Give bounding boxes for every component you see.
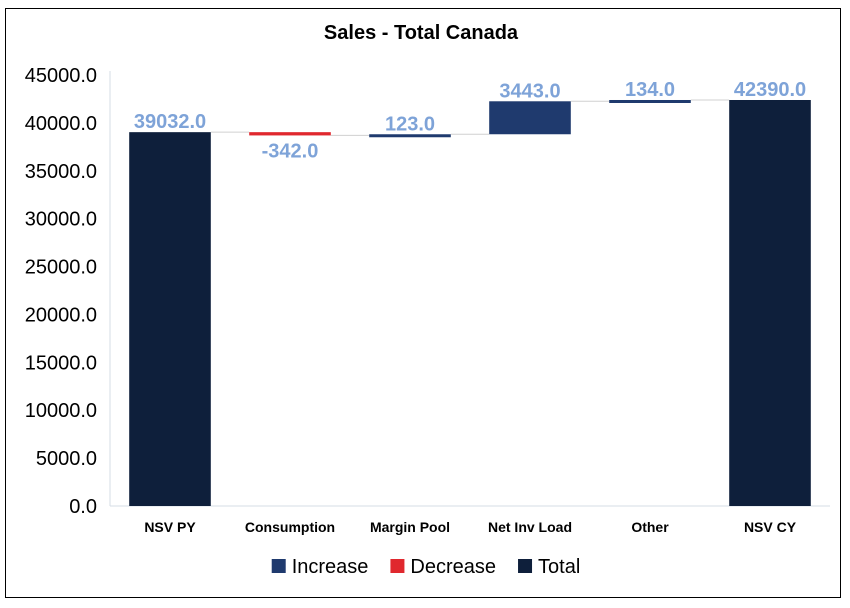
data-label: 42390.0 <box>734 79 806 101</box>
legend-label: Total <box>538 556 580 578</box>
data-label: 39032.0 <box>134 111 206 133</box>
x-tick-label: NSV CY <box>744 519 797 535</box>
y-tick-label: 45000.0 <box>25 65 97 87</box>
x-axis: NSV PY Consumption Margin Pool Net Inv Load… <box>144 519 796 535</box>
legend-swatch-increase <box>271 559 286 573</box>
bar-nsv-cy <box>729 99 811 507</box>
data-label: -342.0 <box>262 140 319 162</box>
bar-net-inv-load <box>489 101 571 135</box>
y-tick-label: 0.0 <box>69 496 97 518</box>
connector-lines <box>210 99 730 136</box>
y-tick-label: 35000.0 <box>25 161 97 183</box>
y-tick-label: 30000.0 <box>25 209 97 231</box>
x-tick-label: NSV PY <box>144 519 196 535</box>
y-tick-label: 10000.0 <box>25 400 97 422</box>
y-tick-label: 40000.0 <box>25 113 97 135</box>
y-tick-label: 5000.0 <box>36 448 97 470</box>
chart-title: Sales - Total Canada <box>324 22 519 44</box>
data-labels: 39032.0 -342.0 123.0 3443.0 134.0 42390.0 <box>134 79 806 162</box>
y-tick-label: 25000.0 <box>25 257 97 279</box>
x-tick-label: Consumption <box>245 519 335 535</box>
x-tick-label: Other <box>631 519 669 535</box>
bar-other <box>609 99 691 103</box>
data-label: 3443.0 <box>499 80 560 102</box>
legend-label: Increase <box>292 556 369 578</box>
x-tick-label: Margin Pool <box>370 519 450 535</box>
data-label: 134.0 <box>625 79 675 101</box>
y-axis: 0.0 5000.0 10000.0 15000.0 20000.0 25000.0 300… <box>25 65 830 518</box>
y-tick-label: 20000.0 <box>25 304 97 326</box>
legend: Increase Decrease Total <box>271 556 580 578</box>
bars <box>129 99 811 507</box>
y-tick-label: 15000.0 <box>25 352 97 374</box>
legend-swatch-total <box>518 559 533 573</box>
legend-label: Decrease <box>410 556 496 578</box>
legend-swatch-decrease <box>390 559 405 573</box>
x-tick-label: Net Inv Load <box>488 519 572 535</box>
bar-nsv-py <box>129 132 211 507</box>
bar-consumption <box>249 132 331 136</box>
data-label: 123.0 <box>385 113 435 135</box>
bar-margin-pool <box>369 134 451 138</box>
